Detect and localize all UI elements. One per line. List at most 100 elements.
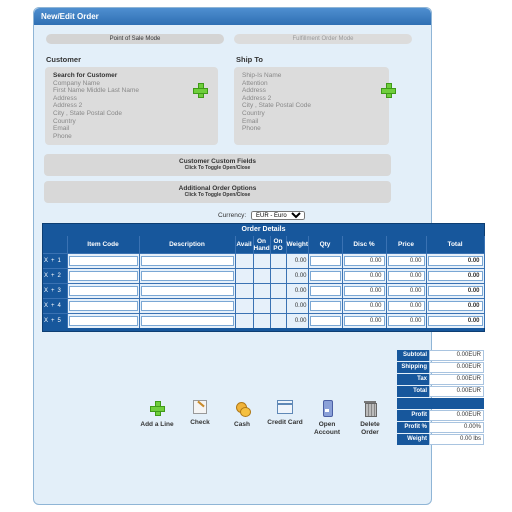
weight-cell: 0.00	[286, 253, 309, 269]
customer-address-box[interactable]: Search for Customer Company Name First N…	[45, 67, 218, 145]
on-po-cell	[270, 298, 287, 314]
check-payment-button[interactable]: Check	[177, 400, 223, 427]
profit-value: 0.00EUR	[429, 410, 484, 421]
col-price: Price	[386, 236, 427, 254]
item-code-input[interactable]	[68, 271, 138, 281]
remove-line-link[interactable]: X	[44, 303, 49, 309]
profit-pct-value: 0.00%	[429, 422, 484, 433]
currency-select[interactable]: EUR - Euro	[251, 211, 305, 220]
pos-mode-button[interactable]: Point of Sale Mode	[46, 34, 224, 44]
table-row: X +3 0.00 0.00 0.00 0.00	[43, 283, 485, 299]
disc-input[interactable]: 0.00	[343, 271, 385, 281]
delete-order-button[interactable]: Delete Order	[347, 400, 393, 437]
additional-order-options-toggle[interactable]: Additional Order Options Click To Toggle…	[44, 181, 391, 203]
shipping-label: Shipping	[397, 362, 429, 373]
shipto-address-box[interactable]: Ship-Is Name Attention Address Address 2…	[234, 67, 396, 145]
insert-line-link[interactable]: +	[51, 288, 55, 294]
disc-cell: 0.00	[342, 313, 387, 328]
line-number: 4	[57, 303, 61, 309]
qty-input[interactable]	[309, 271, 341, 281]
customer-line: Phone	[53, 132, 72, 140]
open-account-button[interactable]: Open Account	[304, 400, 350, 437]
insert-line-link[interactable]: +	[51, 318, 55, 324]
remove-line-link[interactable]: X	[44, 273, 49, 279]
price-input[interactable]: 0.00	[387, 256, 425, 266]
row-actions: X +1	[43, 253, 68, 269]
add-customer-icon[interactable]	[193, 83, 208, 98]
price-input[interactable]: 0.00	[387, 271, 425, 281]
qty-input[interactable]	[309, 316, 341, 326]
col-qty: Qty	[308, 236, 343, 254]
line-total[interactable]: 0.00	[427, 286, 483, 296]
item-code-input[interactable]	[68, 286, 138, 296]
remove-line-link[interactable]: X	[44, 318, 49, 324]
item-code-cell	[67, 253, 140, 269]
add-line-button[interactable]: Add a Line	[134, 400, 180, 429]
line-total[interactable]: 0.00	[427, 316, 483, 326]
order-details-title: Order Details	[241, 226, 286, 233]
remove-line-link[interactable]: X	[44, 288, 49, 294]
table-row: X +2 0.00 0.00 0.00 0.00	[43, 268, 485, 284]
total-cell: 0.00	[426, 268, 485, 284]
customer-line: Country	[53, 117, 76, 125]
customer-search-heading[interactable]: Search for Customer	[53, 72, 118, 79]
shipto-line: Ship-Is Name	[242, 72, 282, 79]
on-po-cell	[270, 268, 287, 284]
tax-row: Tax 0.00EUR	[397, 374, 484, 385]
credit-card-label: Credit Card	[267, 419, 303, 426]
qty-cell	[308, 313, 343, 328]
col-description: Description	[139, 236, 236, 254]
account-icon	[319, 400, 335, 417]
line-total[interactable]: 0.00	[427, 271, 483, 281]
qty-input[interactable]	[309, 256, 341, 266]
insert-line-link[interactable]: +	[51, 258, 55, 264]
add-line-label: Add a Line	[140, 421, 174, 428]
col-weight: Weight	[286, 236, 309, 254]
disc-input[interactable]: 0.00	[343, 256, 385, 266]
item-code-input[interactable]	[68, 256, 138, 266]
fulfillment-mode-button[interactable]: Fulfillment Order Mode	[234, 34, 412, 44]
on-hand-cell	[253, 253, 271, 269]
item-code-input[interactable]	[68, 316, 138, 326]
disc-input[interactable]: 0.00	[343, 301, 385, 311]
description-input[interactable]	[140, 301, 234, 311]
total-value: 0.00EUR	[429, 386, 484, 397]
customer-custom-fields-toggle[interactable]: Customer Custom Fields Click To Toggle O…	[44, 154, 391, 176]
line-total[interactable]: 0.00	[427, 256, 483, 266]
qty-cell	[308, 298, 343, 314]
avail-cell	[235, 313, 254, 328]
qty-cell	[308, 253, 343, 269]
price-input[interactable]: 0.00	[387, 301, 425, 311]
description-input[interactable]	[140, 316, 234, 326]
insert-line-link[interactable]: +	[51, 303, 55, 309]
description-input[interactable]	[140, 271, 234, 281]
line-total[interactable]: 0.00	[427, 301, 483, 311]
credit-card-button[interactable]: Credit Card	[262, 400, 308, 427]
item-code-input[interactable]	[68, 301, 138, 311]
weight-cell: 0.00	[286, 298, 309, 314]
trash-icon	[362, 400, 378, 417]
description-input[interactable]	[140, 286, 234, 296]
on-po-cell	[270, 253, 287, 269]
qty-input[interactable]	[309, 301, 341, 311]
add-shipto-icon[interactable]	[381, 83, 396, 98]
price-input[interactable]: 0.00	[387, 286, 425, 296]
price-input[interactable]: 0.00	[387, 316, 425, 326]
description-input[interactable]	[140, 256, 234, 266]
disc-cell: 0.00	[342, 253, 387, 269]
disc-input[interactable]: 0.00	[343, 286, 385, 296]
qty-cell	[308, 268, 343, 284]
avail-cell	[235, 253, 254, 269]
cash-payment-button[interactable]: Cash	[219, 400, 265, 429]
shipping-value[interactable]: 0.00EUR	[429, 362, 484, 373]
table-row: X +4 0.00 0.00 0.00 0.00	[43, 298, 485, 314]
weight-cell: 0.00	[286, 268, 309, 284]
col-item-code: Item Code	[67, 236, 140, 254]
disc-input[interactable]: 0.00	[343, 316, 385, 326]
remove-line-link[interactable]: X	[44, 258, 49, 264]
insert-line-link[interactable]: +	[51, 273, 55, 279]
qty-input[interactable]	[309, 286, 341, 296]
check-icon	[193, 400, 207, 414]
shipto-line: Attention	[242, 79, 268, 87]
credit-card-icon	[277, 400, 293, 414]
